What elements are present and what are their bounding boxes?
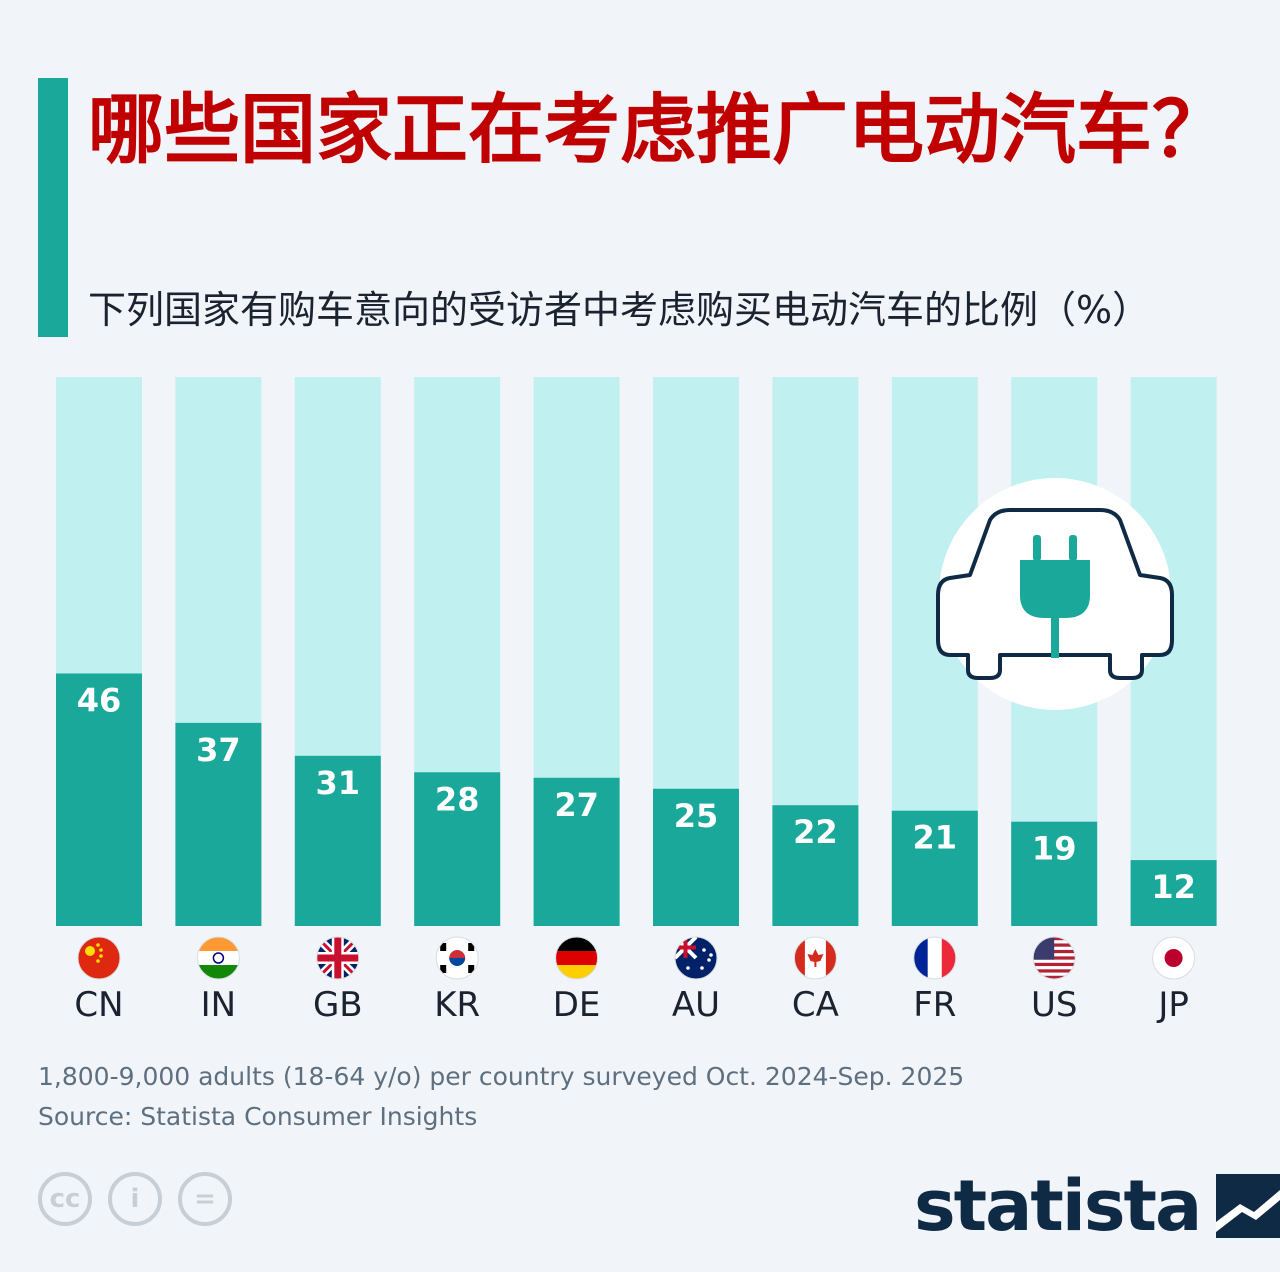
category-label-cn: CN bbox=[74, 985, 123, 1025]
bar-fr bbox=[891, 810, 978, 926]
category-label-jp: JP bbox=[1156, 985, 1189, 1025]
category-label-gb: GB bbox=[313, 985, 363, 1025]
flag-fr-icon bbox=[913, 936, 957, 980]
value-label-us: 19 bbox=[1032, 830, 1077, 868]
bar-cn bbox=[56, 673, 142, 926]
flag-jp-icon bbox=[1152, 936, 1196, 980]
value-label-ca: 22 bbox=[793, 813, 838, 851]
title-accent-bar bbox=[38, 78, 68, 337]
bar-ca bbox=[772, 805, 859, 926]
value-label-au: 25 bbox=[674, 797, 719, 835]
attribution-icon[interactable]: i bbox=[108, 1172, 162, 1226]
value-label-in: 37 bbox=[196, 731, 241, 769]
statista-logo-icon bbox=[1216, 1174, 1280, 1238]
electric-car-plug-icon bbox=[936, 478, 1174, 710]
category-label-us: US bbox=[1031, 985, 1077, 1025]
category-label-in: IN bbox=[201, 985, 236, 1025]
source-note: Source: Statista Consumer Insights bbox=[38, 1102, 478, 1131]
category-label-au: AU bbox=[672, 985, 720, 1025]
statista-logo-text: statista bbox=[914, 1165, 1202, 1247]
category-label-de: DE bbox=[553, 985, 601, 1025]
chart-title: 哪些国家正在考虑推广电动汽车？ bbox=[88, 85, 1228, 174]
bar-in bbox=[175, 722, 262, 926]
bar-chart: 46 CN 37 IN 31 GB 28 KR 27 DE 25 AU 22 CA 21 FR 19 US 12 JP bbox=[56, 377, 1217, 1025]
category-label-kr: KR bbox=[434, 985, 480, 1025]
value-label-kr: 28 bbox=[435, 780, 480, 818]
bar-us bbox=[1011, 821, 1098, 926]
flag-us-icon bbox=[1032, 936, 1076, 980]
chart-subtitle: 下列国家有购车意向的受访者中考虑购买电动汽车的比例（%） bbox=[88, 288, 1151, 332]
bar-kr bbox=[414, 772, 501, 926]
survey-footnote: 1,800-9,000 adults (18-64 y/o) per count… bbox=[38, 1062, 965, 1091]
category-label-ca: CA bbox=[792, 985, 839, 1025]
bar-de bbox=[533, 777, 620, 926]
bar-au bbox=[653, 788, 739, 926]
bar-gb bbox=[294, 755, 381, 926]
statista-logo[interactable]: statista bbox=[914, 1168, 1280, 1244]
license-icons: cc i = bbox=[38, 1172, 232, 1226]
category-label-fr: FR bbox=[913, 985, 956, 1025]
flag-au-icon bbox=[674, 936, 718, 980]
cc-icon[interactable]: cc bbox=[38, 1172, 92, 1226]
bar-jp bbox=[1130, 860, 1217, 926]
value-label-cn: 46 bbox=[77, 681, 122, 719]
value-label-fr: 21 bbox=[913, 819, 958, 857]
value-label-de: 27 bbox=[554, 786, 599, 824]
flag-de-icon bbox=[555, 936, 599, 980]
flag-ca-icon bbox=[793, 936, 837, 980]
no-derivatives-icon[interactable]: = bbox=[178, 1172, 232, 1226]
flag-gb-icon bbox=[316, 936, 360, 980]
value-label-jp: 12 bbox=[1151, 868, 1196, 906]
flag-kr-icon bbox=[435, 936, 479, 980]
value-label-gb: 31 bbox=[316, 764, 361, 802]
flag-in-icon bbox=[196, 936, 240, 980]
flag-cn-icon bbox=[77, 936, 121, 980]
